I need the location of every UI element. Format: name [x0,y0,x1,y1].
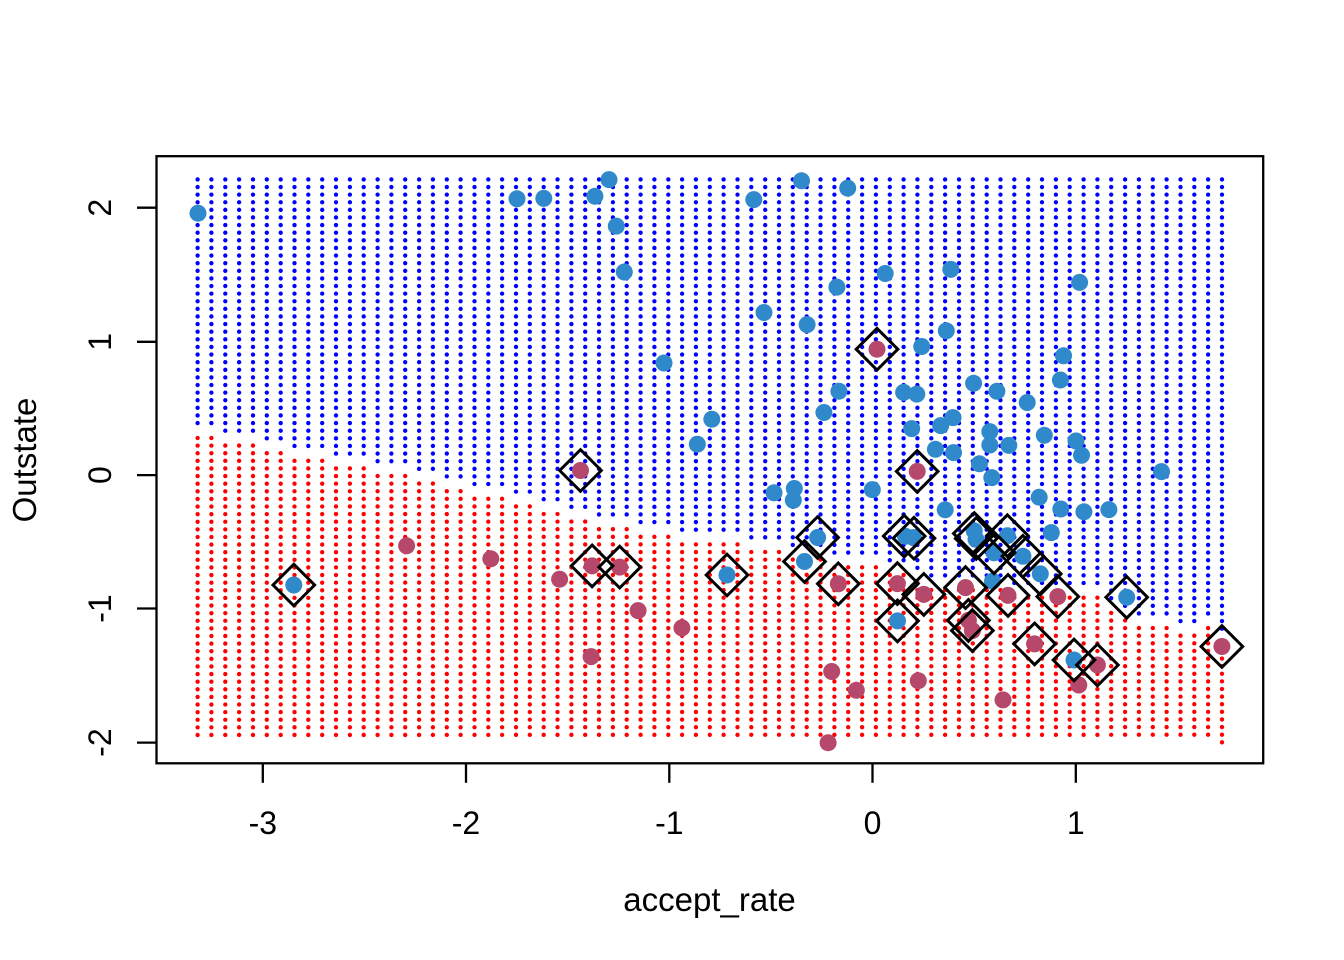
svg-text:-3: -3 [249,805,277,841]
svg-text:1: 1 [1067,805,1085,841]
svg-text:-2: -2 [82,728,118,756]
svg-text:Outstate: Outstate [6,398,43,523]
svg-text:-2: -2 [452,805,480,841]
svg-text:-1: -1 [82,594,118,622]
svg-text:0: 0 [864,805,882,841]
svg-text:1: 1 [82,333,118,351]
svg-text:accept_rate: accept_rate [623,881,795,918]
svg-text:2: 2 [82,199,118,217]
svg-text:0: 0 [82,466,118,484]
svg-text:-1: -1 [655,805,683,841]
